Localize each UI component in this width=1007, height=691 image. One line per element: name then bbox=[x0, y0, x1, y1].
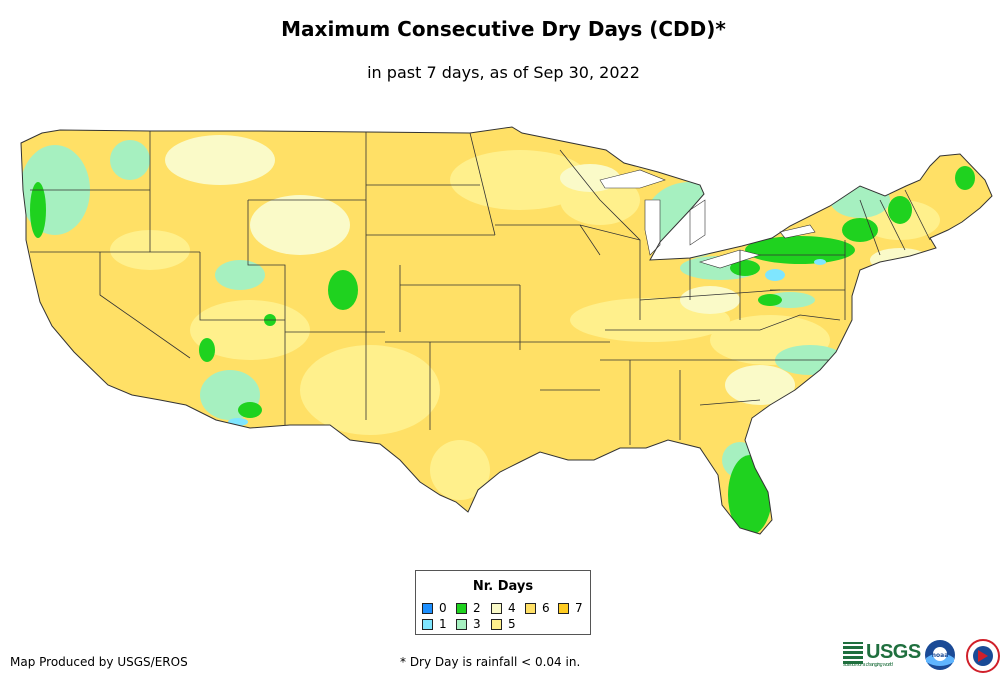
legend-label: 4 bbox=[508, 601, 516, 615]
legend-swatch bbox=[456, 602, 467, 614]
cdd-4-zones bbox=[165, 135, 930, 405]
state-boundaries bbox=[30, 131, 931, 445]
legend-swatch bbox=[422, 602, 433, 614]
legend-swatch bbox=[491, 602, 502, 614]
legend-label: 3 bbox=[473, 617, 481, 631]
legend-item-7: 7 bbox=[558, 601, 583, 615]
legend-label: 7 bbox=[575, 601, 583, 615]
footnote: * Dry Day is rainfall < 0.04 in. bbox=[400, 655, 581, 669]
legend-item-2: 2 bbox=[456, 601, 481, 615]
usgs-logo: USGS science for a changing world bbox=[843, 641, 921, 668]
great-lakes bbox=[599, 169, 816, 269]
noaa-logo-icon: noaa bbox=[925, 640, 955, 670]
legend-item-4: 4 bbox=[491, 601, 516, 615]
legend-label: 2 bbox=[473, 601, 481, 615]
legend-swatch bbox=[558, 602, 569, 614]
legend-item-6: 6 bbox=[525, 601, 550, 615]
map-credit: Map Produced by USGS/EROS bbox=[10, 655, 188, 669]
legend-item-1: 1 bbox=[422, 617, 447, 631]
legend-label: 0 bbox=[439, 601, 447, 615]
legend-item-3: 3 bbox=[456, 617, 481, 631]
cdd-raster bbox=[21, 127, 992, 534]
map-title: Maximum Consecutive Dry Days (CDD)* bbox=[281, 17, 726, 41]
legend-label: 5 bbox=[508, 617, 516, 631]
map-subtitle: in past 7 days, as of Sep 30, 2022 bbox=[367, 63, 640, 82]
usgs-logo-icon bbox=[843, 641, 863, 664]
legend-label: 6 bbox=[542, 601, 550, 615]
usgs-tagline: science for a changing world bbox=[843, 662, 893, 668]
usgs-logo-label: USGS bbox=[866, 641, 921, 663]
legend-item-5: 5 bbox=[491, 617, 516, 631]
legend-title: Nr. Days bbox=[472, 579, 534, 594]
noaa-logo-label: noaa bbox=[932, 652, 949, 659]
legend-label: 1 bbox=[439, 617, 447, 631]
legend-swatch bbox=[456, 618, 467, 630]
legend-item-0: 0 bbox=[422, 601, 447, 615]
cdd-2-zones bbox=[30, 166, 975, 534]
legend: Nr. Days 0 1 2 3 4 5 6 7 bbox=[415, 570, 591, 635]
legend-swatch bbox=[422, 618, 433, 630]
nws-logo-icon bbox=[966, 639, 1000, 673]
legend-swatch bbox=[491, 618, 502, 630]
legend-swatch bbox=[525, 602, 536, 614]
